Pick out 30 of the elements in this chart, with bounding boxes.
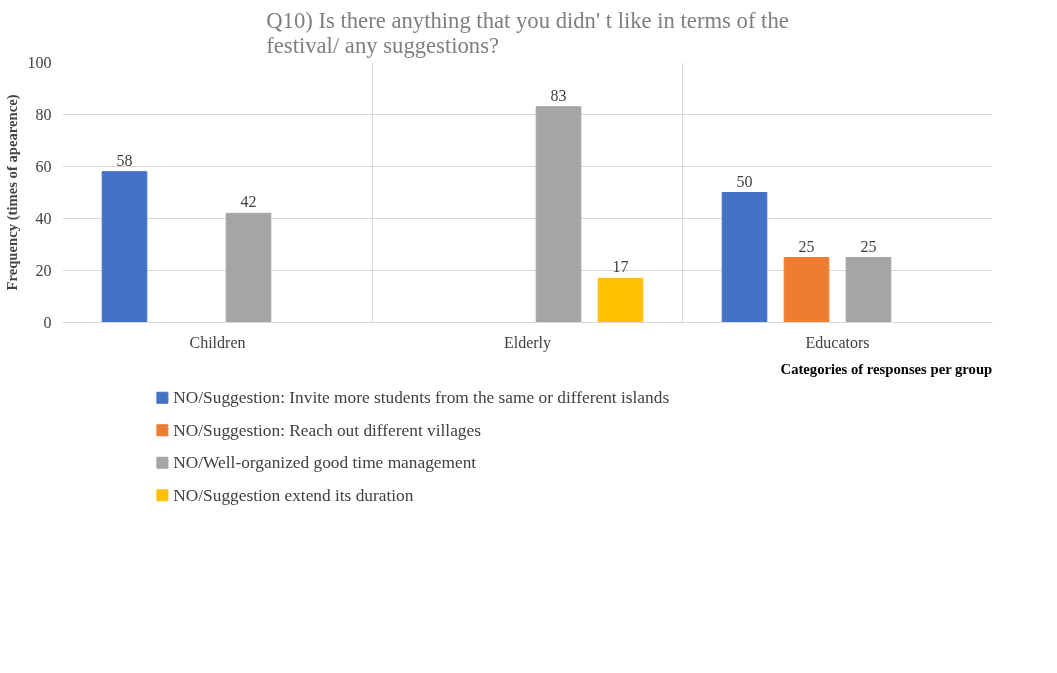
bar — [845, 257, 892, 323]
data-label: 25 — [860, 237, 877, 255]
chart-title: Q10) Is there anything that you didn' t like in terms of the festival/ any suggestions? — [266, 7, 789, 58]
y-tick-label: 60 — [35, 158, 52, 175]
legend-label: NO/Well-organized good time management — [173, 453, 477, 473]
x-axis-title: Categories of responses per group — [780, 360, 993, 377]
x-tick-label: Elderly — [503, 333, 552, 352]
y-axis-title: Frequency (times of apearence) — [3, 94, 21, 291]
data-label: 17 — [612, 258, 629, 276]
data-label: 42 — [240, 193, 257, 211]
data-label: 83 — [550, 86, 567, 104]
legend-label: NO/Suggestion: Invite more students from the same or different islands — [173, 388, 670, 408]
y-tick-label: 80 — [35, 106, 52, 123]
x-tick-label: Children — [189, 333, 246, 351]
y-tick-label: 0 — [43, 314, 52, 331]
y-tick-label: 40 — [35, 210, 52, 227]
bar — [535, 106, 582, 323]
legend-label: NO/Suggestion extend its duration — [173, 485, 414, 505]
data-label: 25 — [798, 237, 815, 255]
y-tick-label: 100 — [27, 54, 52, 71]
legend-label: NO/Suggestion: Reach out different villages — [173, 420, 482, 440]
bar — [225, 212, 272, 323]
x-tick-label: Educators — [805, 333, 870, 351]
data-label: 58 — [116, 151, 133, 169]
y-tick-label: 20 — [35, 262, 52, 279]
bar — [783, 257, 830, 323]
data-label: 50 — [736, 172, 753, 190]
bar — [597, 277, 644, 323]
bar — [721, 192, 768, 323]
bar — [101, 171, 148, 323]
